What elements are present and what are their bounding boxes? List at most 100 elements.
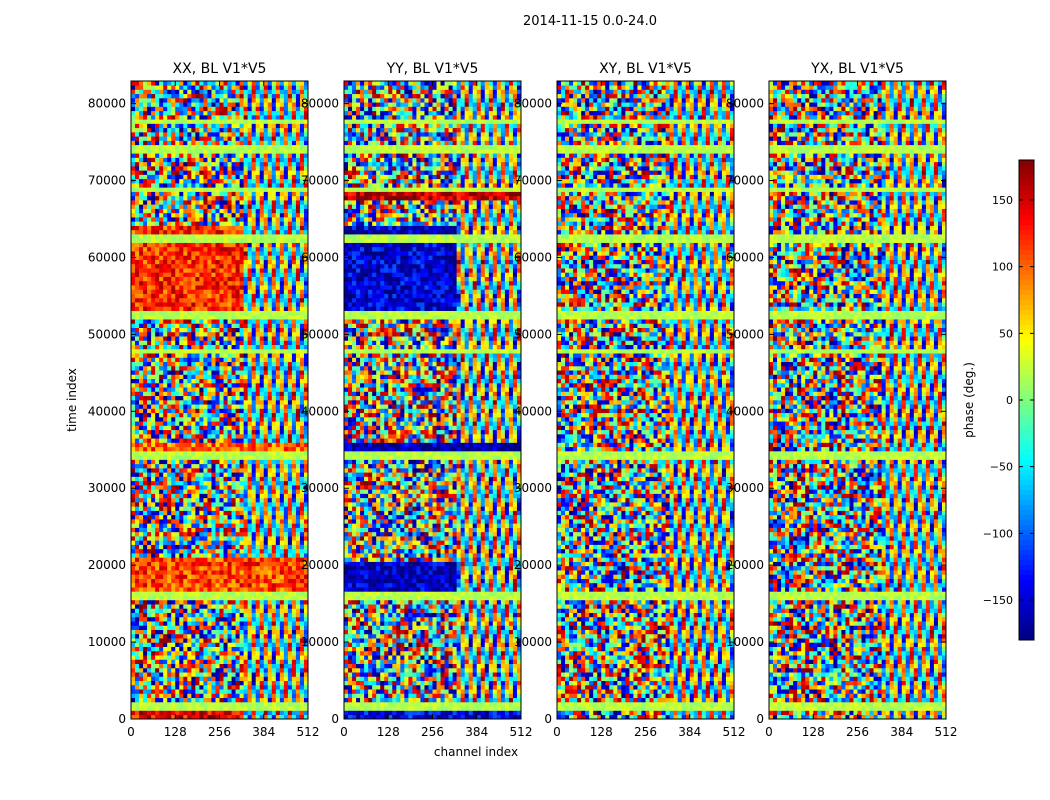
heatmap-cell — [155, 583, 159, 588]
heatmap-cell — [260, 400, 264, 405]
heatmap-cell — [284, 370, 288, 375]
heatmap-cell — [187, 608, 191, 613]
heatmap-cell — [143, 298, 147, 303]
heatmap-cell — [236, 676, 240, 681]
heatmap-cell — [284, 434, 288, 439]
heatmap-cell — [264, 323, 268, 328]
heatmap-cell — [191, 438, 195, 443]
heatmap-cell — [167, 562, 171, 567]
heatmap-cell — [256, 676, 260, 681]
heatmap-cell — [143, 630, 147, 635]
heatmap-cell — [147, 298, 151, 303]
heatmap-cell — [143, 277, 147, 282]
heatmap-cell — [195, 540, 199, 545]
heatmap-cell — [272, 710, 276, 715]
heatmap-cell — [240, 438, 244, 443]
heatmap-cell — [139, 477, 143, 482]
heatmap-cell — [147, 443, 151, 448]
heatmap-cell — [300, 515, 304, 520]
heatmap-cell — [191, 451, 195, 456]
heatmap-cell — [215, 404, 219, 409]
heatmap-cell — [264, 315, 268, 320]
heatmap-cell — [224, 604, 228, 609]
heatmap-cell — [256, 681, 260, 686]
heatmap-cell — [139, 481, 143, 486]
heatmap-cell — [175, 519, 179, 524]
heatmap-cell — [175, 642, 179, 647]
heatmap-cell — [240, 502, 244, 507]
heatmap-cell — [240, 655, 244, 660]
heatmap-cell — [183, 391, 187, 396]
heatmap-cell — [179, 489, 183, 494]
heatmap-cell — [175, 545, 179, 550]
heatmap-cell — [191, 536, 195, 541]
heatmap-cell — [171, 545, 175, 550]
heatmap-cell — [211, 400, 215, 405]
heatmap-cell — [139, 664, 143, 669]
heatmap-cell — [195, 562, 199, 567]
heatmap-cell — [240, 651, 244, 656]
heatmap-cell — [284, 421, 288, 426]
heatmap-cell — [211, 600, 215, 605]
heatmap-cell — [183, 294, 187, 299]
heatmap-cell — [147, 553, 151, 558]
heatmap-cell — [244, 617, 248, 622]
heatmap-cell — [167, 540, 171, 545]
heatmap-cell — [268, 528, 272, 533]
heatmap-cell — [187, 289, 191, 294]
heatmap-cell — [220, 685, 224, 690]
heatmap-cell — [236, 477, 240, 482]
heatmap-cell — [284, 672, 288, 677]
heatmap-cell — [199, 243, 203, 248]
heatmap-cell — [244, 549, 248, 554]
heatmap-cell — [276, 532, 280, 537]
heatmap-cell — [236, 566, 240, 571]
heatmap-cell — [183, 281, 187, 286]
heatmap-cell — [155, 647, 159, 652]
heatmap-cell — [191, 608, 195, 613]
heatmap-cell — [179, 710, 183, 715]
heatmap-cell — [139, 532, 143, 537]
heatmap-cell — [163, 625, 167, 630]
heatmap-cell — [220, 515, 224, 520]
heatmap-cell — [284, 430, 288, 435]
heatmap-cell — [288, 702, 292, 707]
heatmap-cell — [143, 668, 147, 673]
heatmap-cell — [151, 447, 155, 452]
heatmap-cell — [276, 502, 280, 507]
heatmap-cell — [268, 536, 272, 541]
heatmap-cell — [244, 604, 248, 609]
heatmap-cell — [232, 247, 236, 252]
heatmap-cell — [240, 298, 244, 303]
heatmap-cell — [284, 289, 288, 294]
heatmap-cell — [272, 426, 276, 431]
heatmap-cell — [244, 345, 248, 350]
heatmap-cell — [284, 272, 288, 277]
heatmap-cell — [171, 498, 175, 503]
heatmap-cell — [252, 426, 256, 431]
heatmap-cell — [284, 426, 288, 431]
heatmap-cell — [175, 600, 179, 605]
heatmap-cell — [159, 455, 163, 460]
heatmap-cell — [276, 710, 280, 715]
heatmap-cell — [171, 430, 175, 435]
heatmap-cell — [159, 366, 163, 371]
heatmap-cell — [296, 515, 300, 520]
heatmap-cell — [135, 489, 139, 494]
heatmap-cell — [236, 251, 240, 256]
heatmap-cell — [244, 443, 248, 448]
heatmap-cell — [139, 451, 143, 456]
heatmap-cell — [292, 421, 296, 426]
heatmap-cell — [151, 434, 155, 439]
heatmap-cell — [284, 294, 288, 299]
heatmap-cell — [244, 455, 248, 460]
heatmap-cell — [280, 485, 284, 490]
heatmap-cell — [147, 447, 151, 452]
heatmap-cell — [256, 659, 260, 664]
heatmap-cell — [248, 502, 252, 507]
heatmap-cell — [268, 655, 272, 660]
heatmap-cell — [211, 336, 215, 341]
heatmap-cell — [167, 600, 171, 605]
heatmap-cell — [191, 272, 195, 277]
heatmap-cell — [300, 498, 304, 503]
